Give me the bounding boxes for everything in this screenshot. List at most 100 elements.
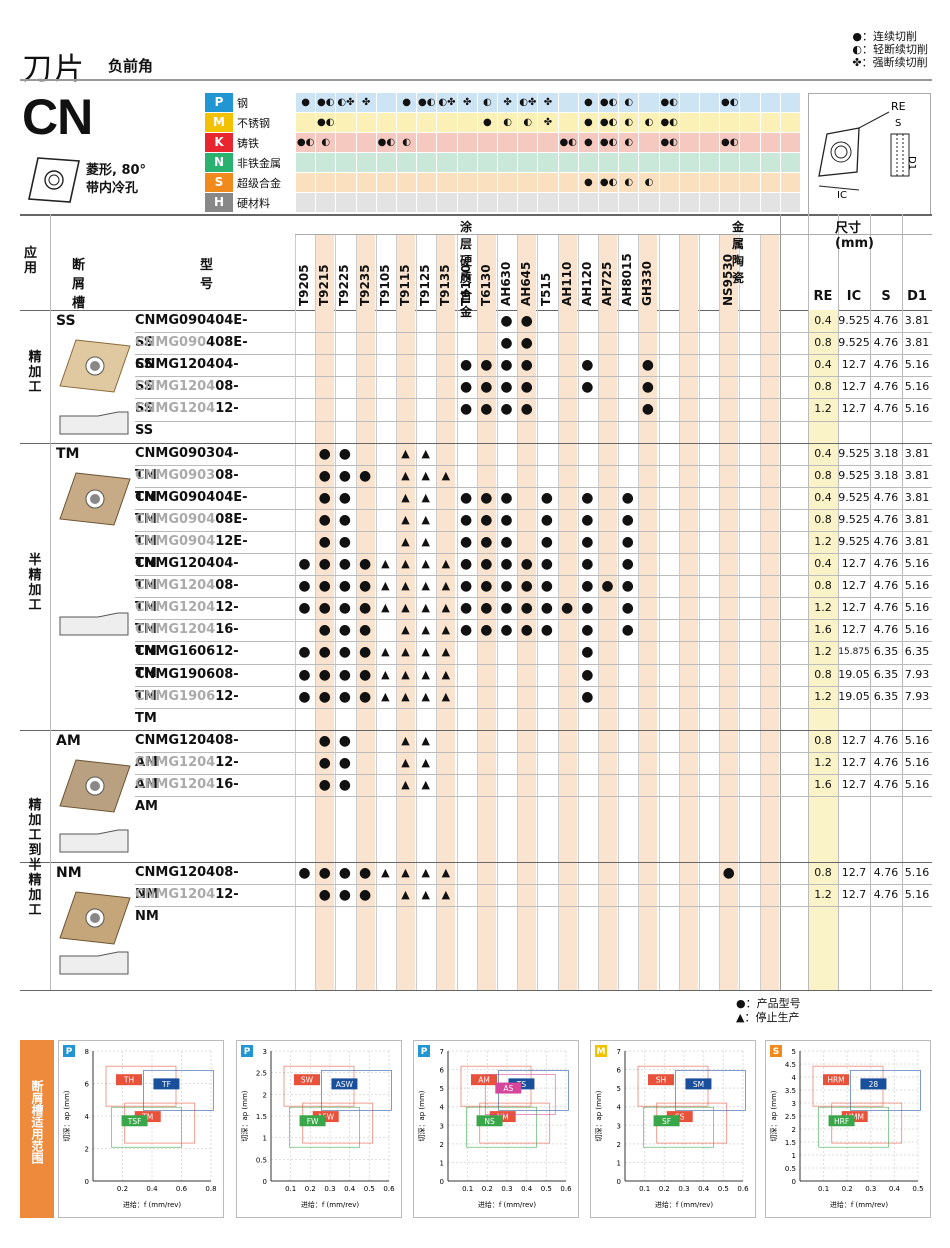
- material-cell: ●◐: [719, 93, 740, 112]
- material-cell: ◐: [618, 113, 639, 132]
- available-mark: ●: [358, 666, 372, 683]
- app-divider: [50, 214, 51, 990]
- dim-value: 3.81: [904, 336, 930, 350]
- dim-value: 6.35: [873, 689, 899, 703]
- material-cell: ◐: [618, 133, 639, 152]
- available-mark: ●: [500, 313, 513, 329]
- material-row-P: P 钢 ● ●◐ ◐✤ ✤ ● ●◐ ◐✤ ✤ ◐ ✤ ◐✤ ✤ ● ●◐ ◐ ●◐ ●◐: [205, 93, 808, 113]
- material-cell: [355, 113, 376, 132]
- y-tick-label: 1.5: [256, 1113, 267, 1121]
- available-mark: ●: [520, 622, 533, 639]
- available-mark: ●: [338, 578, 351, 595]
- y-tick-label: 1: [440, 1159, 444, 1167]
- dim-value: 5.16: [904, 777, 930, 791]
- discontinued-mark: ▲: [381, 601, 390, 615]
- dim-value: 12.7: [841, 733, 867, 747]
- material-cell: [517, 193, 538, 212]
- material-badge: [770, 1045, 782, 1057]
- region-label: AM: [478, 1076, 490, 1085]
- range-outline: [643, 1106, 714, 1148]
- dim-value: 4.76: [873, 777, 899, 791]
- material-cell: ◐: [618, 93, 639, 112]
- model-suffix: CNMG120404-TM: [135, 556, 239, 593]
- grade-label: T9115: [398, 264, 412, 306]
- available-mark: ●: [520, 379, 533, 396]
- y-tick-label: 8: [85, 1048, 89, 1056]
- dim-value: 4.76: [873, 512, 899, 526]
- material-cell: [699, 173, 720, 192]
- dim-value: 3.18: [873, 468, 899, 482]
- region-label: NS: [484, 1117, 495, 1126]
- model-prefix: CNMG1906: [135, 688, 216, 704]
- discontinued-mark: ▲: [401, 689, 410, 703]
- cutting-legend: ●：连续切削 ◐：轻断续切削 ✤：强断续切削: [852, 30, 928, 69]
- available-mark: ●: [500, 357, 513, 374]
- available-mark: ●: [540, 578, 553, 595]
- material-cell: [497, 133, 518, 152]
- region-label: TSF: [127, 1117, 142, 1126]
- material-cell: [335, 173, 356, 192]
- available-mark: ●: [621, 489, 634, 506]
- range-outline: [321, 1069, 392, 1111]
- available-mark: ●: [318, 622, 331, 639]
- model-cell: CNMG090304-TM: [135, 443, 239, 483]
- grade-divider: [315, 234, 317, 990]
- model-cell: CNMG090408E-SS: [135, 332, 248, 372]
- chart-svg: 0 1 2 3 4 5 6 7 0.1 0.2 0.3 0.4 0.5 0.6 进给：f (mm/rev) 切…: [417, 1045, 572, 1209]
- y-tick-label: 0: [263, 1178, 267, 1186]
- discontinued-mark: ▲: [421, 888, 430, 902]
- profile-diagram: [58, 609, 130, 641]
- row-line: [135, 575, 932, 577]
- grade-divider: [759, 234, 761, 990]
- discontinued-mark: ▲: [421, 468, 430, 482]
- model-suffix: 12-TM: [135, 688, 239, 726]
- model-suffix: 16-TM: [135, 622, 239, 660]
- available-mark: ●: [298, 865, 311, 881]
- dim-value: 4.76: [873, 866, 899, 879]
- row-line: [135, 398, 932, 400]
- model-suffix: 12-NM: [135, 887, 239, 925]
- material-badge-letter: P: [66, 1047, 73, 1057]
- discontinued-mark: ▲: [401, 755, 410, 769]
- grade-label: T9205: [297, 264, 311, 306]
- discontinued-mark: ▲: [381, 866, 390, 879]
- available-mark: ●: [318, 600, 331, 617]
- dim-value: 15.875: [838, 647, 870, 658]
- material-cell: [537, 133, 558, 152]
- dim-value: 0.8: [814, 667, 832, 681]
- model-suffix: CNMG120408-NM: [135, 865, 239, 902]
- material-cell: ◐✤: [517, 93, 538, 112]
- group-line: [20, 442, 932, 444]
- region-tag: [134, 1111, 161, 1123]
- available-mark: ●: [560, 600, 574, 617]
- model-cell: CNMG120416-TM: [135, 619, 239, 659]
- application-char: 工: [28, 902, 42, 918]
- application-char: 工: [28, 597, 42, 613]
- material-cell: [699, 153, 720, 172]
- material-cell: [719, 193, 740, 212]
- available-mark: ●: [641, 357, 654, 374]
- header-rule: [20, 79, 932, 81]
- discontinued-mark: ▲: [421, 512, 430, 526]
- model-prefix: CNMG1204: [135, 600, 216, 616]
- available-mark: ●: [338, 556, 351, 572]
- discontinued-mark: ▲: [441, 623, 451, 637]
- region-tag: [476, 1115, 503, 1127]
- grade-label: AH645: [519, 261, 534, 306]
- table-bottom-line: [20, 990, 932, 991]
- insert-dimension-diagram: RE S D1 IC: [808, 93, 931, 215]
- material-cell: ✤: [537, 113, 558, 132]
- dim-value: 9.525: [838, 468, 870, 482]
- available-mark: ●: [318, 489, 331, 506]
- material-name: 不锈钢: [237, 117, 270, 130]
- grade-label: T515: [539, 272, 554, 306]
- material-cell: [295, 193, 316, 212]
- available-mark: ●: [520, 556, 533, 572]
- range-outline: [289, 1106, 360, 1148]
- dim-value: 5.16: [904, 579, 930, 593]
- dim-value: 0.8: [814, 468, 832, 482]
- material-cell: [355, 173, 376, 192]
- material-cell: [416, 173, 437, 192]
- material-cell: [739, 113, 760, 132]
- dim-value: 6.35: [873, 667, 899, 681]
